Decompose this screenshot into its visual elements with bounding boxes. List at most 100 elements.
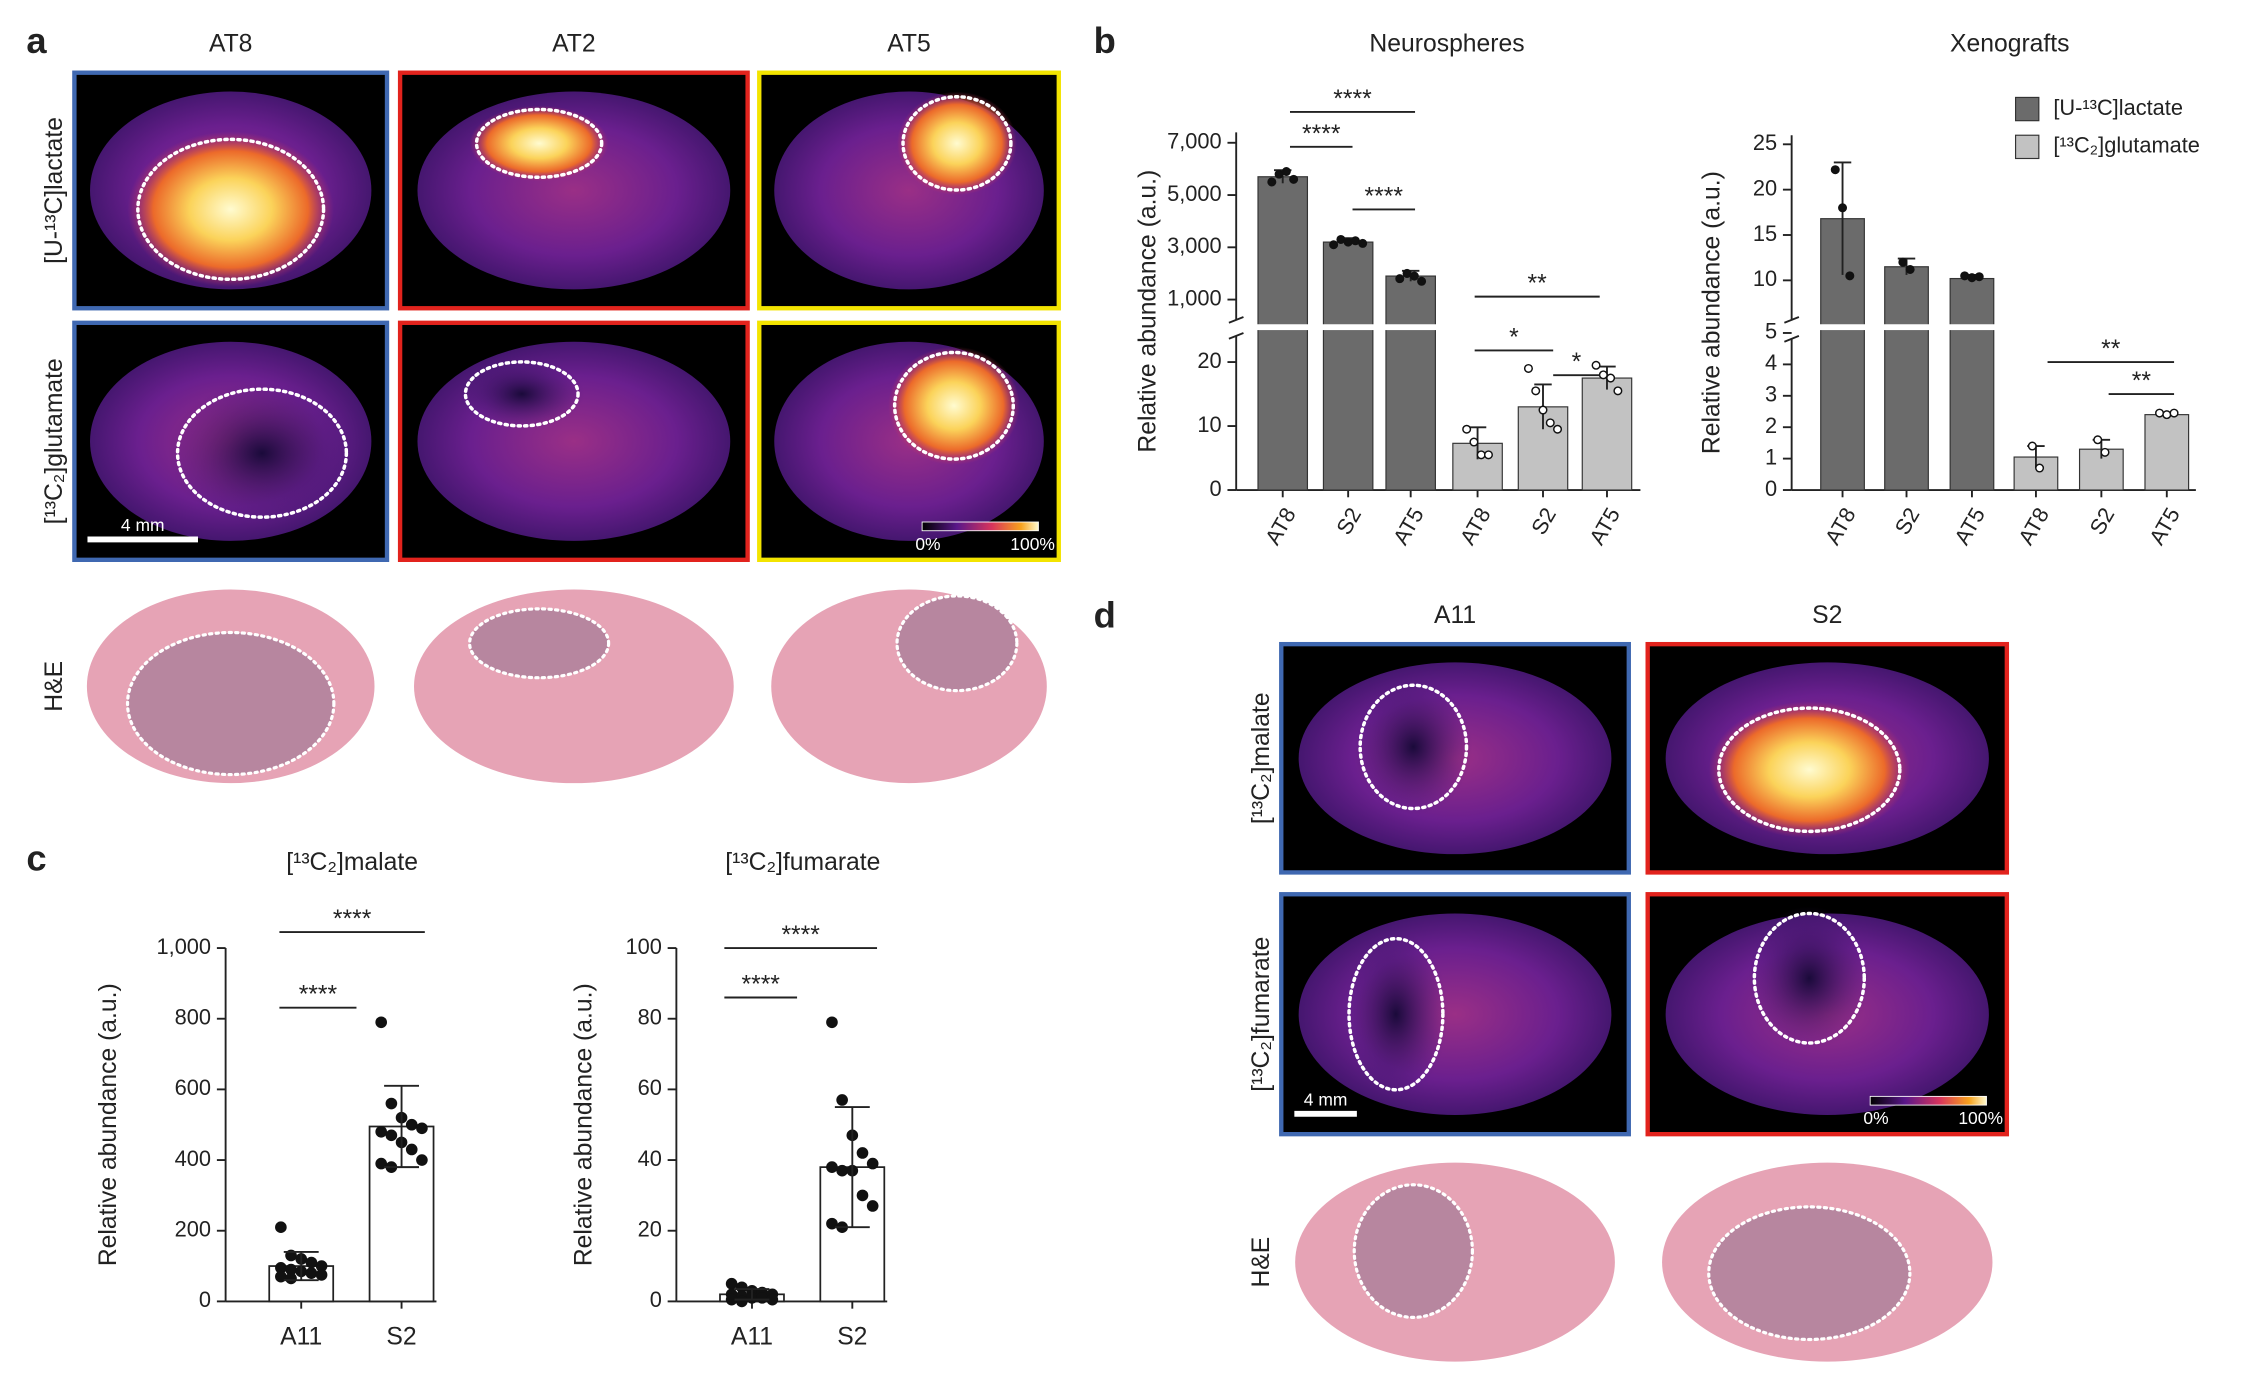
colorbar-label: 100% <box>1958 1108 2003 1128</box>
data-point <box>866 1157 879 1170</box>
data-point <box>826 1016 838 1029</box>
panel-label: c <box>26 837 46 878</box>
data-point <box>1469 437 1479 447</box>
data-point <box>725 1277 738 1290</box>
bar <box>1257 176 1309 491</box>
tumor-outline <box>895 594 1019 693</box>
tumor-outline <box>125 630 336 777</box>
data-point <box>1329 240 1339 250</box>
data-point <box>1606 373 1616 383</box>
data-point <box>385 1129 398 1142</box>
axis-break-gap <box>1256 324 1309 331</box>
colorbar <box>921 521 1039 532</box>
tissue <box>417 341 731 541</box>
significance-label: **** <box>741 971 780 998</box>
y-tick-label: 5,000 <box>1167 181 1222 206</box>
bar <box>2144 414 2190 491</box>
data-point <box>2169 408 2179 418</box>
y-tick-label: 0 <box>1765 476 1777 501</box>
data-point <box>385 1097 398 1110</box>
data-point <box>2162 410 2172 420</box>
data-point <box>1483 450 1493 460</box>
y-tick-label: 1 <box>1765 444 1777 469</box>
significance-label: ** <box>2132 368 2152 395</box>
y-tick-label: 40 <box>638 1146 662 1171</box>
data-point <box>1845 271 1855 281</box>
data-point <box>1476 450 1486 460</box>
data-point <box>1598 370 1608 380</box>
data-point <box>1523 363 1533 373</box>
data-point <box>375 1016 388 1029</box>
y-tick-label: 0 <box>650 1287 662 1312</box>
data-point <box>2155 408 2165 418</box>
data-point <box>826 1161 838 1173</box>
data-point <box>1545 418 1555 428</box>
axis-break-gap <box>1819 324 1866 331</box>
data-point <box>866 1200 879 1212</box>
data-point <box>1274 169 1284 179</box>
x-tick-label: AT8 <box>1260 503 1301 549</box>
data-point <box>1538 405 1548 415</box>
axis-break-gap <box>1321 324 1375 331</box>
hotspot <box>1708 701 1910 839</box>
x-tick-label: S2 <box>1526 503 1561 539</box>
column-title: AT2 <box>552 31 595 58</box>
data-point <box>416 1154 428 1166</box>
data-point <box>275 1221 287 1234</box>
legend-swatch <box>2014 96 2040 122</box>
y-tick-label: 200 <box>175 1216 211 1241</box>
data-point <box>836 1164 848 1177</box>
tumor-outline <box>1752 911 1867 1045</box>
data-point <box>725 1293 738 1306</box>
significance-label: * <box>1572 349 1582 376</box>
hotspot <box>888 346 1020 466</box>
axis-break-gap <box>1384 324 1437 331</box>
data-point <box>1974 272 1984 282</box>
significance-label: ** <box>2101 336 2121 363</box>
y-tick-label: 15 <box>1753 221 1777 246</box>
axis-break <box>1228 316 1244 324</box>
he-tumor <box>127 632 334 775</box>
y-tick-label: 1,000 <box>157 934 212 959</box>
he-tumor <box>469 608 609 678</box>
tumor-outline <box>463 360 580 428</box>
x-tick-label: S2 <box>386 1323 416 1350</box>
data-point <box>2027 441 2037 451</box>
y-axis-label: Relative abundance (a.u.) <box>570 983 597 1266</box>
y-tick-label: 60 <box>638 1075 662 1100</box>
tumor-outline <box>1717 706 1902 834</box>
tumor-outline <box>901 94 1013 192</box>
hotspot <box>127 131 334 288</box>
hotspot <box>168 382 356 525</box>
panel-label: a <box>26 20 47 61</box>
y-tick-label: 100 <box>625 934 661 959</box>
axis-break <box>1228 332 1244 340</box>
row-label: H&E <box>41 661 68 712</box>
chart-title: [¹³C₂]fumarate <box>725 849 880 876</box>
data-point <box>405 1143 418 1156</box>
hotspot <box>1354 678 1473 816</box>
data-point <box>1830 165 1840 175</box>
y-axis-label: Relative abundance (a.u.) <box>1699 171 1726 454</box>
x-tick-label: AT5 <box>1584 503 1625 549</box>
hotspot <box>459 358 585 430</box>
colorbar-label: 100% <box>1010 534 1055 554</box>
tumor-outline <box>175 387 349 519</box>
bar <box>1884 266 1929 491</box>
axis-break <box>1784 335 1800 343</box>
y-tick-label: 10 <box>1197 412 1221 437</box>
data-point <box>2035 463 2045 473</box>
x-tick-label: AT5 <box>1949 503 1990 549</box>
significance-label: **** <box>781 922 820 949</box>
tumor-outline <box>1358 683 1469 811</box>
axis-break-gap <box>1883 324 1930 331</box>
row-label: [U-¹³C]lactate <box>41 117 68 264</box>
y-tick-label: 25 <box>1753 130 1777 155</box>
colorbar-label: 0% <box>915 534 940 554</box>
tumor-outline <box>136 137 326 282</box>
tumor-outline <box>892 350 1016 461</box>
data-point <box>1613 386 1623 396</box>
y-tick-label: 4 <box>1765 350 1777 375</box>
